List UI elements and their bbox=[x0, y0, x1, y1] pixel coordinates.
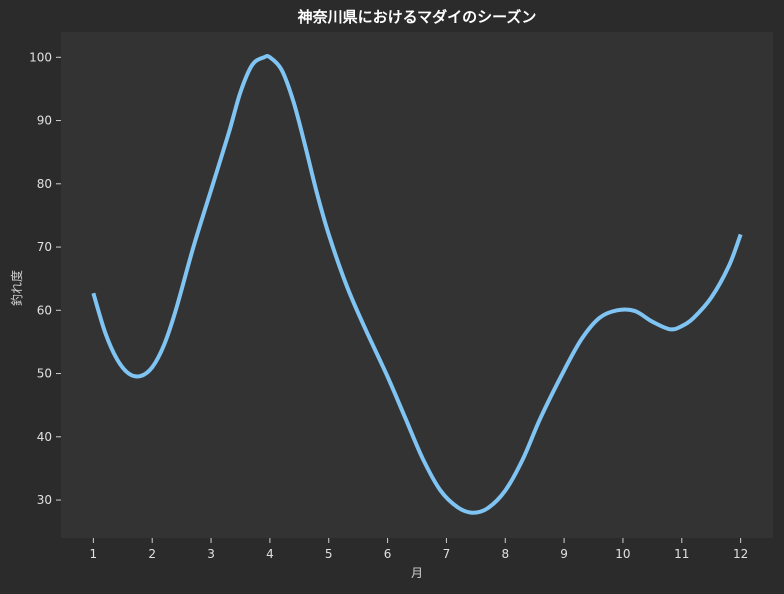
x-tick-label: 10 bbox=[615, 547, 630, 561]
y-tick-label: 100 bbox=[29, 50, 52, 64]
y-tick-label: 40 bbox=[37, 430, 52, 444]
x-tick-label: 5 bbox=[325, 547, 333, 561]
series-layer bbox=[91, 54, 743, 515]
x-tick-label: 6 bbox=[384, 547, 392, 561]
x-tick-label: 11 bbox=[674, 547, 689, 561]
x-tick-label: 12 bbox=[733, 547, 748, 561]
plot-area bbox=[61, 32, 773, 538]
y-tick-label: 50 bbox=[37, 367, 52, 381]
y-tick-label: 30 bbox=[37, 493, 52, 507]
x-tick-label: 3 bbox=[207, 547, 215, 561]
chart-title: 神奈川県におけるマダイのシーズン bbox=[298, 8, 537, 26]
x-tick-label: 4 bbox=[266, 547, 274, 561]
series-line bbox=[91, 54, 743, 515]
x-axis-label: 月 bbox=[411, 566, 423, 580]
x-axis-ticks: 1 2 3 4 5 6 7 8 9 10 11 12 bbox=[90, 538, 748, 561]
x-tick-label: 8 bbox=[501, 547, 509, 561]
y-axis-ticks: 30 40 50 60 70 80 90 100 bbox=[29, 50, 61, 507]
y-axis-label: 釣れ度 bbox=[9, 270, 24, 306]
y-tick-label: 70 bbox=[37, 240, 52, 254]
x-tick-label: 1 bbox=[90, 547, 98, 561]
x-tick-label: 7 bbox=[443, 547, 451, 561]
x-tick-label: 9 bbox=[560, 547, 568, 561]
y-tick-label: 60 bbox=[37, 303, 52, 317]
y-tick-label: 80 bbox=[37, 177, 52, 191]
x-tick-label: 2 bbox=[148, 547, 156, 561]
y-tick-label: 90 bbox=[37, 114, 52, 128]
